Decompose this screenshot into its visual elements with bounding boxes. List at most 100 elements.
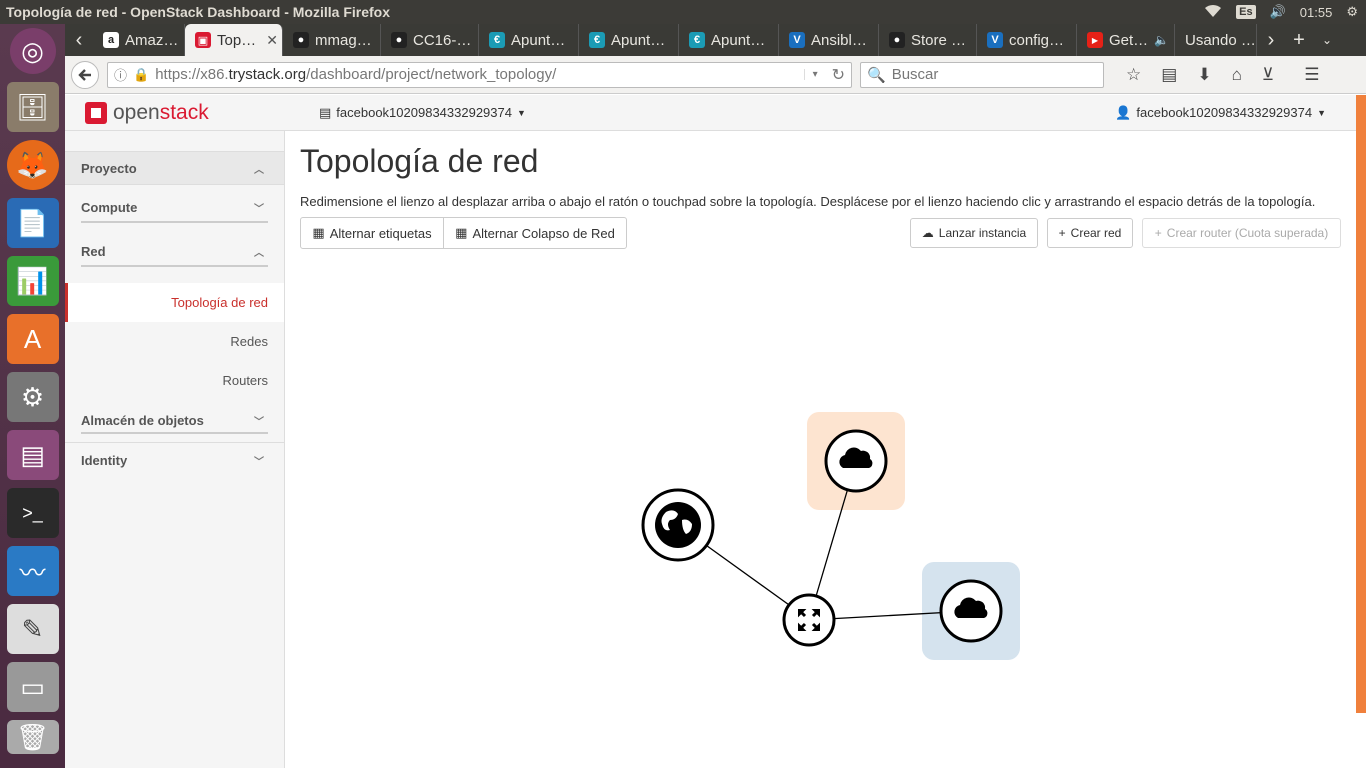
url-prefix: https://x86.: [155, 66, 229, 83]
libreoffice-calc-icon[interactable]: 📊: [6, 256, 59, 306]
ubuntu-dash-icon[interactable]: ◎: [9, 28, 56, 74]
new-tab-icon[interactable]: +: [1293, 28, 1305, 51]
browser-tab[interactable]: € Apunt…: [679, 24, 779, 56]
sidebar-panel-label: Red: [81, 243, 106, 259]
external-network-globe-icon[interactable]: [641, 488, 715, 562]
system-settings-icon[interactable]: ⚙: [6, 372, 59, 422]
user-icon: 👤: [1115, 104, 1132, 120]
network-2-cloud-icon[interactable]: [939, 579, 1003, 643]
url-bar[interactable]: ⓘ 🔒 https://x86.trystack.org/dashboard/p…: [107, 61, 852, 88]
create-network-button[interactable]: + Crear red: [1047, 218, 1133, 248]
browser-tab[interactable]: Usando …: [1175, 24, 1257, 56]
caret-down-icon: ▼: [1317, 107, 1326, 118]
sidebar-panel-label: Almacén de objetos: [81, 412, 204, 428]
chevron-up-icon: ︿: [254, 247, 264, 259]
trash-icon[interactable]: 🗑: [6, 720, 59, 754]
system-monitor-icon[interactable]: 〰: [6, 546, 59, 596]
page-description: Redimensione el lienzo al desplazar arri…: [300, 194, 1316, 209]
bookmark-star-icon[interactable]: ☆: [1126, 64, 1142, 84]
sidebar-panel-compute[interactable]: Compute ﹀: [65, 185, 284, 229]
tab-label: Amaz…: [125, 31, 179, 49]
network-topology-canvas[interactable]: [300, 250, 1350, 768]
search-box[interactable]: 🔍 Buscar: [860, 61, 1104, 88]
back-arrow-icon: [78, 68, 91, 81]
home-icon[interactable]: ⌂: [1231, 64, 1242, 84]
sidebar-item-topologia-de-red[interactable]: Topología de red: [65, 283, 284, 322]
tab-label: Usando …: [1185, 31, 1256, 49]
wifi-icon[interactable]: [1204, 4, 1222, 21]
ubuntu-launcher: ◎ 🗄 🦊 📄 📊 A ⚙ ▤ >_ 〰 ✎ ▭ 🗑: [0, 24, 65, 768]
amazon-favicon-icon: a: [103, 32, 119, 48]
plus-icon: +: [1058, 226, 1066, 240]
search-input[interactable]: Buscar: [891, 66, 939, 83]
user-menu[interactable]: 👤 facebook10209834332929374 ▼: [1115, 105, 1326, 121]
youtube-favicon-icon: ▶: [1087, 32, 1103, 48]
create-router-button[interactable]: + Crear router (Cuota superada): [1142, 218, 1341, 248]
reader-view-icon[interactable]: ▤: [1161, 64, 1178, 84]
url-text[interactable]: https://x86.trystack.org/dashboard/proje…: [155, 66, 797, 83]
settings-gear-icon[interactable]: ⚙: [1346, 4, 1358, 19]
tab-audio-icon[interactable]: 🔈: [1154, 33, 1170, 47]
sidebar-panel-almacen[interactable]: Almacén de objetos ﹀: [65, 400, 284, 440]
hamburger-menu-icon[interactable]: ☰: [1304, 64, 1320, 84]
back-button[interactable]: [71, 60, 99, 89]
pocket-icon[interactable]: ⊻: [1261, 64, 1275, 84]
clock[interactable]: 01:55: [1299, 4, 1333, 20]
browser-tab-active[interactable]: ▣ Top… ✕: [185, 24, 283, 56]
openstack-favicon-icon: ▣: [195, 32, 211, 48]
browser-tab[interactable]: a Amaz…: [93, 24, 185, 56]
launch-instance-button[interactable]: ☁ Lanzar instancia: [910, 218, 1038, 248]
tabs-scroll-right-icon[interactable]: ›: [1267, 28, 1275, 51]
tab-label: Store …: [911, 31, 967, 49]
openstack-logo[interactable]: openstack: [65, 101, 319, 125]
browser-tab[interactable]: ● mmag…: [283, 24, 381, 56]
browser-tab[interactable]: € Apunt…: [479, 24, 579, 56]
browser-tab[interactable]: V Ansibl…: [779, 24, 879, 56]
system-tray: Es 🔊 01:55 ⚙: [1204, 4, 1366, 21]
router-icon[interactable]: [782, 593, 836, 647]
toggle-labels-button[interactable]: ▦ Alternar etiquetas: [300, 217, 444, 249]
tabs-scroll-left-icon[interactable]: ‹: [75, 28, 83, 51]
apuntes-favicon-icon: €: [689, 32, 705, 48]
workspace-switcher-icon[interactable]: ▤: [6, 430, 59, 480]
apuntes-favicon-icon: €: [489, 32, 505, 48]
sidebar-panel-red[interactable]: Red ︿: [65, 229, 284, 273]
sidebar-item-routers[interactable]: Routers: [222, 373, 268, 388]
downloads-icon[interactable]: ⬇: [1197, 64, 1212, 84]
vagrant-favicon-icon: V: [789, 32, 805, 48]
browser-tab[interactable]: V config…: [977, 24, 1077, 56]
software-center-icon[interactable]: A: [6, 314, 59, 364]
tab-label: Apunt…: [511, 31, 566, 49]
firefox-icon[interactable]: 🦊: [6, 140, 59, 190]
sidebar-item-redes[interactable]: Redes: [230, 334, 268, 349]
libreoffice-writer-icon[interactable]: 📄: [6, 198, 59, 248]
text-editor-icon[interactable]: ✎: [6, 604, 59, 654]
lock-icon[interactable]: 🔒: [133, 66, 150, 82]
window-title: Topología de red - OpenStack Dashboard -…: [6, 4, 391, 20]
browser-tab[interactable]: € Apunt…: [579, 24, 679, 56]
topology-actions: ▦ Alternar etiquetas ▦ Alternar Colapso …: [300, 217, 1341, 249]
files-icon[interactable]: 🗄: [6, 82, 59, 132]
network-1-cloud-icon[interactable]: [824, 429, 888, 493]
browser-tab[interactable]: ● Store …: [879, 24, 977, 56]
keyboard-layout-indicator[interactable]: Es: [1236, 5, 1256, 19]
terminal-icon[interactable]: >_: [6, 488, 59, 538]
toggle-network-collapse-button[interactable]: ▦ Alternar Colapso de Red: [443, 217, 627, 249]
info-icon[interactable]: ⓘ: [114, 68, 128, 83]
volume-icon[interactable]: 🔊: [1269, 4, 1286, 19]
all-tabs-icon[interactable]: ⌄: [1321, 33, 1333, 47]
sidebar-section-identity[interactable]: Identity ﹀: [65, 442, 284, 478]
grid-icon: ▦: [312, 225, 325, 240]
reload-icon[interactable]: ↻: [831, 66, 845, 84]
sidebar-section-proyecto[interactable]: Proyecto ︿: [65, 151, 284, 185]
browser-tab[interactable]: ● CC16-…: [381, 24, 479, 56]
url-path: /dashboard/project/network_topology/: [306, 66, 557, 83]
close-tab-icon[interactable]: ✕: [266, 31, 278, 48]
browser-tab[interactable]: ▶ Get… 🔈: [1077, 24, 1175, 56]
page-scrollbar[interactable]: [1356, 95, 1366, 713]
chevron-down-icon: ﹀: [254, 457, 264, 468]
search-icon: 🔍: [867, 66, 886, 84]
dropdown-arrow-icon[interactable]: ▾: [803, 69, 818, 80]
disk-icon[interactable]: ▭: [6, 662, 59, 712]
project-selector[interactable]: ▤ facebook10209834332929374 ▼: [319, 105, 526, 121]
